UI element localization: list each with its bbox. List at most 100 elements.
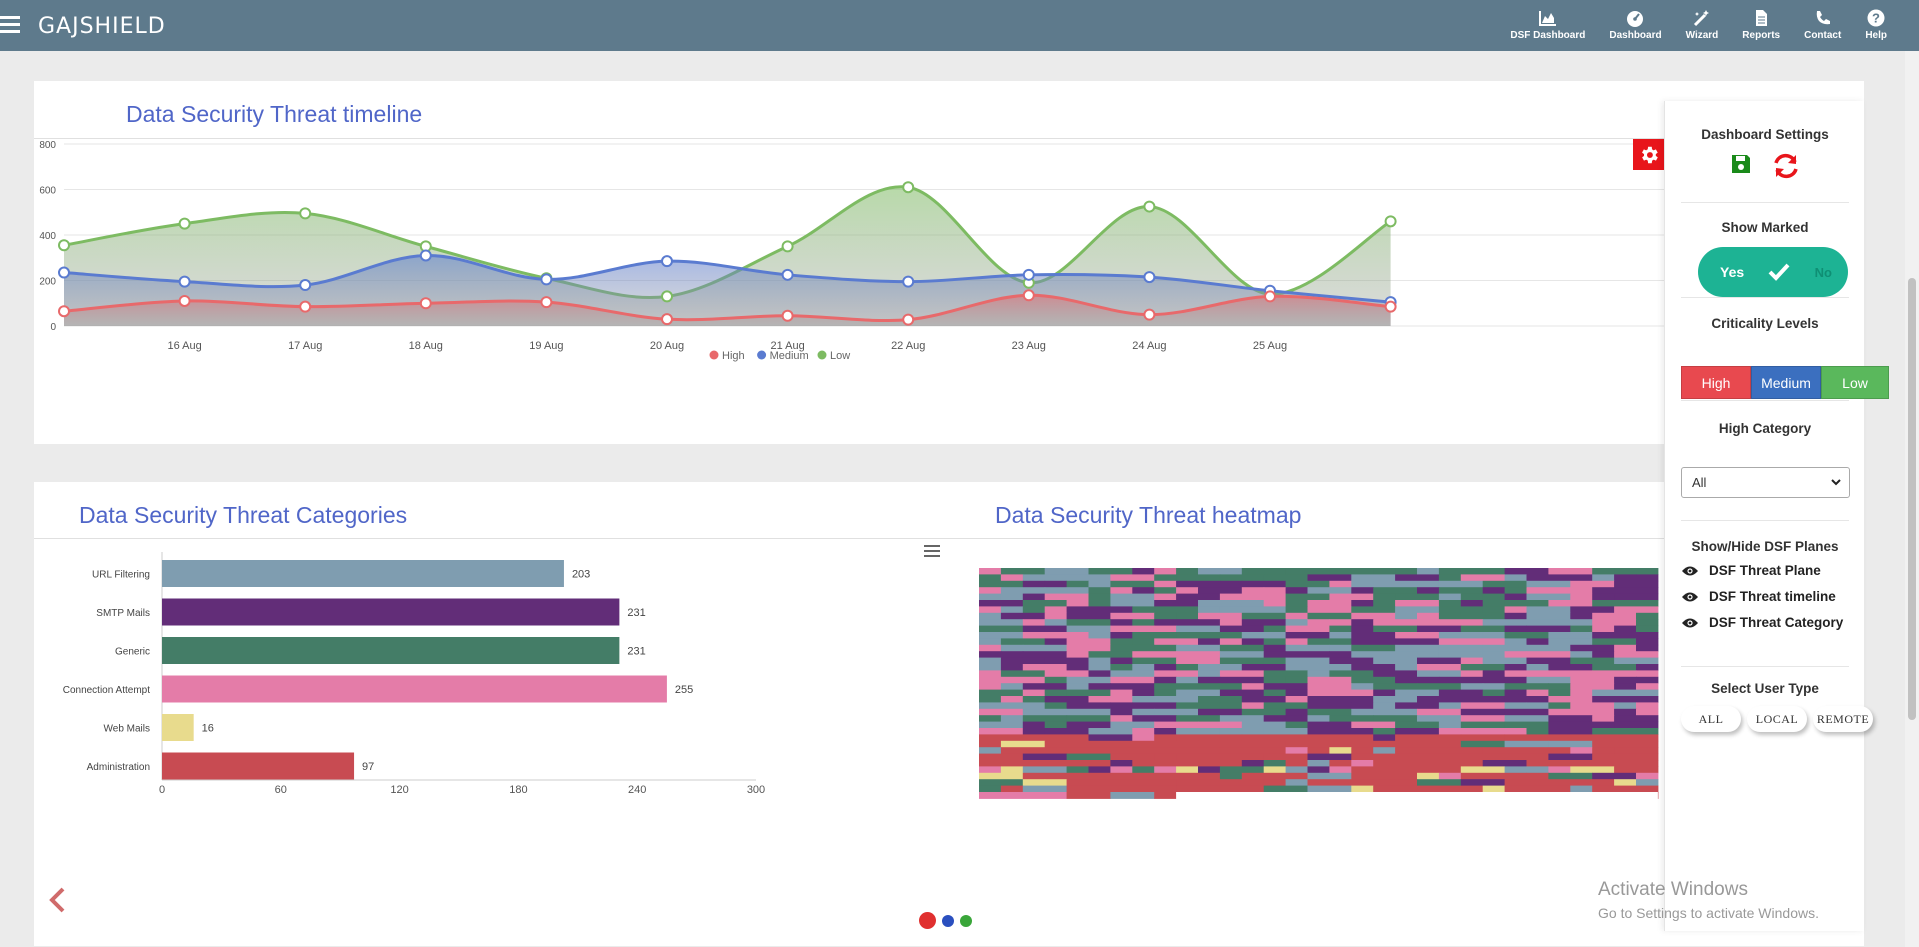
heatmap-cell [1636,721,1659,729]
heatmap-cell [1614,568,1659,575]
criticality-low[interactable]: Low [1821,366,1889,399]
high-category-select[interactable]: All [1681,467,1850,498]
heatmap-cell [1329,593,1374,601]
heatmap-cell [979,728,1024,735]
carousel-prev-button[interactable] [48,886,66,919]
nav-wizard[interactable]: Wizard [1674,8,1731,41]
heatmap-cell [1592,574,1615,582]
criticality-high[interactable]: High [1681,366,1751,399]
heatmap-cell [1044,657,1089,665]
heatmap-cell [1219,574,1265,582]
heatmap-cell [1570,747,1593,755]
heatmap-cell [1614,779,1637,787]
heatmap-cell [1000,664,1024,671]
heatmap-cell [1307,779,1418,787]
plane-toggle-threat-plane[interactable]: DSF Threat Plane [1681,563,1821,578]
heatmap-cell [1307,638,1352,646]
heatmap-cell [1570,593,1593,601]
carousel-dot-2[interactable] [942,914,954,927]
carousel-dot-1[interactable] [919,912,936,929]
heatmap-cell [1526,760,1549,767]
heatmap-cell [1285,696,1308,703]
heatmap-cell [1395,574,1440,582]
heatmap-cell [1373,734,1396,742]
heatmap-cell [1307,721,1352,729]
heatmap-cell [1132,676,1155,684]
data-point-low [661,290,673,303]
categories-chart: 0 60 120 180 240 300 URL Filtering 203 SMTP Mail… [63,552,765,796]
heatmap-cell [1176,689,1221,697]
heatmap-cell [1110,664,1133,671]
heatmap-cell [1438,721,1462,729]
heatmap-cell [1395,606,1440,614]
heatmap-cell [1351,676,1396,684]
nav-reports[interactable]: Reports [1730,8,1792,41]
nav-dsf-dashboard[interactable]: DSF Dashboard [1498,8,1597,41]
heatmap-cell [1285,600,1308,607]
heatmap-cell [1022,708,1068,716]
heatmap-cell [979,760,1111,767]
heatmap-cell [1110,676,1133,684]
user-type-all[interactable]: ALL [1681,706,1741,732]
heatmap-cell [1329,760,1352,767]
heatmap-cell [1154,766,1177,774]
plane-toggle-threat-timeline[interactable]: DSF Threat timeline [1681,589,1836,604]
criticality-medium[interactable]: Medium [1751,366,1821,399]
data-point-low [299,207,312,220]
heatmap-cell [1066,785,1177,793]
show-marked-toggle[interactable]: Yes No [1698,247,1848,297]
heatmap-cell [1417,772,1440,780]
heatmap-cell [1460,593,1484,601]
logo[interactable]: GAJSHIELD [38,14,166,39]
heatmap-cell [1066,644,1089,652]
save-icon[interactable] [1729,152,1753,176]
x-tick-label: 18 Aug [409,340,443,352]
nav-contact[interactable]: Contact [1792,8,1853,41]
heatmap-cell [1285,625,1330,633]
user-type-local[interactable]: LOCAL [1747,706,1807,732]
heatmap-cell [1176,657,1221,665]
page-scrollbar[interactable] [1905,51,1919,947]
heatmap-cell [1438,689,1484,697]
refresh-icon[interactable] [1771,152,1801,180]
menu-icon[interactable] [0,16,20,34]
heatmap-cell [1066,619,1089,627]
heatmap-cell [1307,728,1330,735]
plane-toggle-threat-category[interactable]: DSF Threat Category [1681,615,1843,630]
heatmap-cell [1570,587,1593,595]
heatmap-cell [1022,753,1068,761]
heatmap-cell [1088,657,1111,665]
heatmap-cell [1263,600,1287,607]
check-icon [1768,263,1790,281]
nav-dashboard[interactable]: Dashboard [1597,8,1673,41]
heatmap-cell [1066,625,1111,633]
heatmap-cell [1154,574,1177,582]
heatmap-cell [1395,702,1440,710]
heatmap-cell [1000,740,1046,748]
categories-title: Data Security Threat Categories [79,502,408,528]
heatmap-cell [1198,664,1243,671]
heatmap-cell [1614,676,1637,684]
heatmap-cell [1636,728,1659,735]
chart-menu-icon[interactable] [924,545,940,557]
heatmap-cell [1351,651,1396,659]
heatmap-cell [1570,766,1615,774]
heatmap-cell [1614,593,1659,601]
user-type-remote[interactable]: REMOTE [1813,706,1873,732]
heatmap-cell [1329,651,1352,659]
heatmap-cell [1373,587,1418,595]
heatmap-cell [1132,715,1177,723]
heatmap-cell [1154,593,1177,601]
heatmap-cell [1526,644,1571,652]
heatmap-cell [979,715,1002,723]
chart-settings-button[interactable] [1633,139,1664,170]
carousel-dot-3[interactable] [960,914,972,927]
heatmap-cell [1460,657,1484,665]
x-tick-label: 20 Aug [650,340,684,352]
nav-help[interactable]: ? Help [1853,8,1899,41]
heatmap-cell [1548,728,1593,735]
heatmap-cell [1285,747,1308,755]
heatmap-cell [1592,689,1637,697]
heatmap-cell [1460,600,1484,607]
series-line-high [63,293,1391,323]
